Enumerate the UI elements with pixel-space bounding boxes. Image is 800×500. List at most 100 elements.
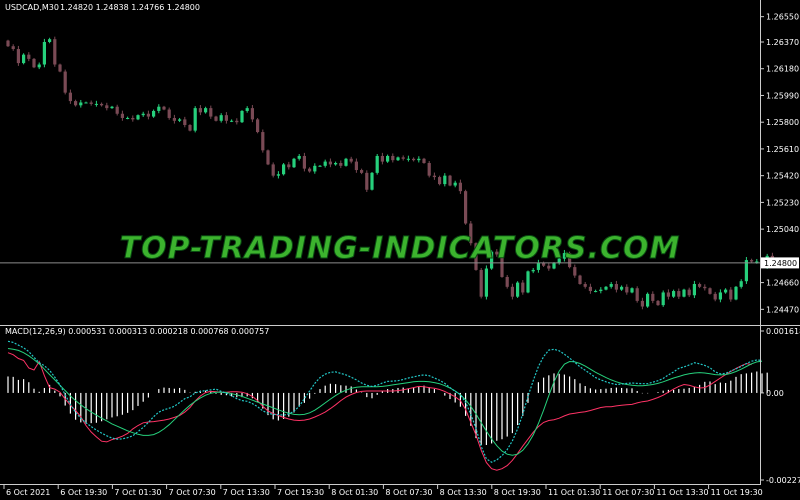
candle [58, 63, 62, 73]
candle [365, 170, 369, 193]
candle [261, 129, 265, 153]
candle [271, 162, 275, 178]
candle [438, 175, 442, 186]
time-tick-label: 11 Oct 07:30 [602, 488, 654, 497]
candle [443, 173, 447, 187]
candle [42, 38, 46, 68]
candle [115, 104, 119, 116]
candle [692, 280, 696, 299]
candle [287, 161, 291, 170]
candle [157, 104, 161, 114]
candle [635, 286, 639, 303]
candle [734, 285, 738, 301]
candle [94, 100, 98, 107]
candle [682, 288, 686, 298]
candle [458, 179, 462, 194]
time-tick-label: 8 Oct 07:30 [385, 488, 432, 497]
candle [354, 158, 358, 173]
candle [141, 111, 145, 117]
candle [349, 156, 353, 164]
candle [594, 289, 598, 293]
candle [250, 105, 254, 123]
candle [422, 157, 426, 164]
candle [448, 174, 452, 187]
macd-main-line [7, 348, 763, 456]
candle [79, 99, 83, 108]
candle [178, 117, 182, 123]
price-tick-label: 1.25230 [766, 198, 799, 207]
candle [214, 115, 218, 122]
candle [68, 89, 72, 104]
candle [22, 53, 26, 65]
candle [536, 259, 540, 273]
symbol-label: USDCAD,M30 [5, 3, 59, 12]
candle [568, 251, 572, 269]
candle [37, 62, 41, 70]
candle [224, 112, 228, 124]
candle [370, 172, 374, 191]
time-tick-label: 11 Oct 13:30 [656, 488, 708, 497]
candle [162, 105, 166, 111]
candle [739, 279, 743, 289]
candle [713, 291, 717, 302]
current-price-value: 1.24800 [764, 259, 797, 268]
candle [599, 287, 603, 294]
candle [531, 267, 535, 274]
candle [521, 280, 525, 295]
candle [282, 163, 286, 176]
candle [500, 253, 504, 278]
candle [375, 153, 379, 175]
candle [432, 172, 436, 180]
ohlc-readout: 1.24820 1.24838 1.24766 1.24800 [60, 3, 200, 12]
macd-tick-label: 0.001618 [766, 327, 800, 336]
macd-fast-line [7, 352, 752, 471]
candle [505, 275, 509, 289]
candle [276, 171, 280, 179]
time-axis[interactable]: 6 Oct 2021 6 Oct 19:30 7 Oct 01:30 7 Oct 07… [3, 485, 763, 497]
candle [344, 157, 348, 167]
candle [302, 152, 306, 172]
candlestick-series [6, 36, 774, 310]
candle [516, 281, 520, 298]
candle [625, 284, 629, 295]
candle [464, 189, 468, 225]
candle [630, 287, 634, 294]
candle [32, 58, 36, 69]
candle [27, 52, 31, 62]
candle [729, 287, 733, 302]
candle [313, 163, 317, 174]
candle [126, 116, 130, 120]
time-tick-label: 8 Oct 13:30 [440, 488, 487, 497]
candle [490, 250, 494, 270]
candle [167, 107, 171, 120]
candle [666, 289, 670, 300]
candle [614, 280, 618, 293]
candle [110, 105, 114, 109]
price-tick-label: 1.25800 [766, 118, 799, 127]
candle [708, 287, 712, 295]
candle [209, 105, 213, 119]
candle [609, 282, 613, 289]
macd-axis[interactable]: 0.001618 0.00 -0.002275 [760, 327, 800, 485]
candle [323, 159, 327, 168]
candle [547, 263, 551, 271]
candle [16, 45, 20, 66]
time-tick-label: 11 Oct 19:30 [711, 488, 763, 497]
candle [84, 101, 88, 104]
candle [510, 283, 514, 300]
candle [318, 164, 322, 167]
candle [750, 258, 754, 263]
candle [230, 119, 234, 123]
candle [640, 297, 644, 310]
candle [152, 109, 156, 118]
candle [74, 99, 78, 107]
candle [583, 282, 587, 289]
candle [193, 106, 197, 133]
price-tick-label: 1.24470 [766, 305, 799, 314]
time-tick-label: 11 Oct 01:30 [548, 488, 600, 497]
candle [328, 158, 332, 168]
candle [240, 110, 244, 123]
candle [188, 124, 192, 132]
price-axis[interactable]: 1.26550 1.26370 1.26180 1.25990 1.25800 1.256… [760, 13, 799, 315]
